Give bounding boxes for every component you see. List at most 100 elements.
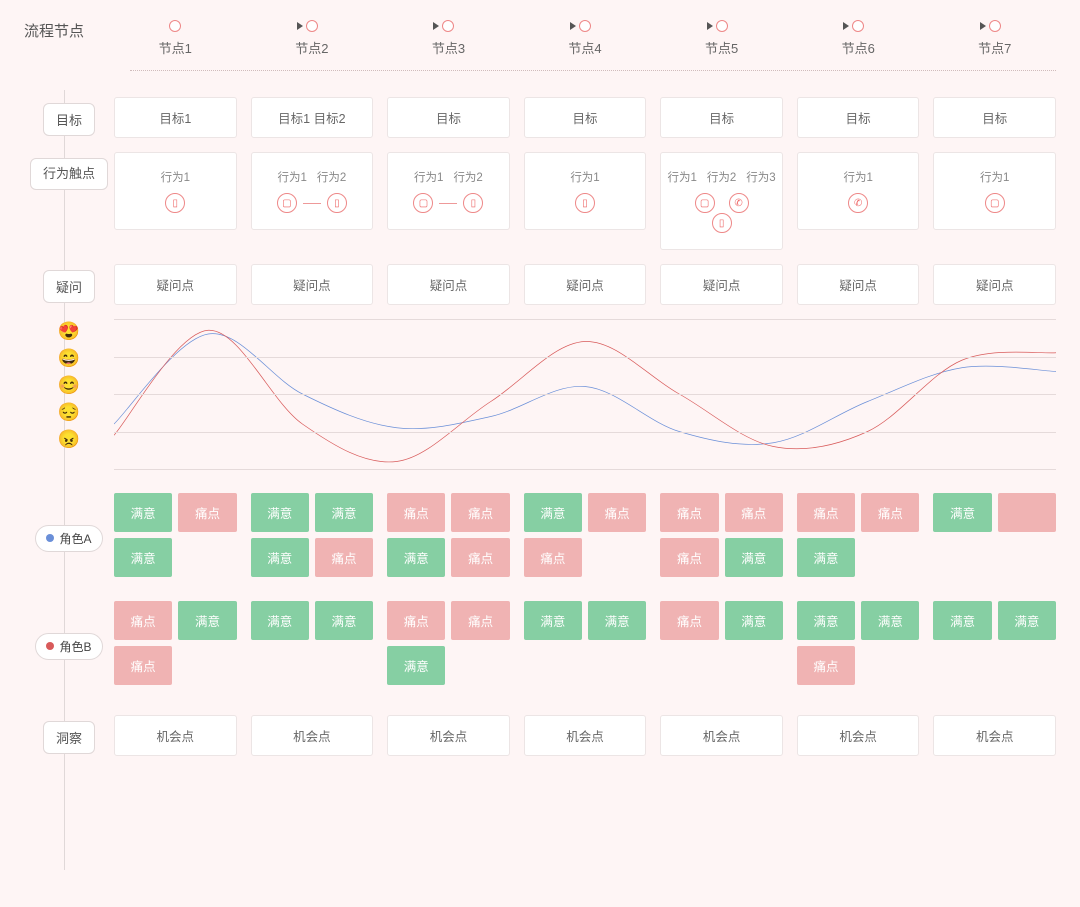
insight-row: 洞察 机会点机会点机会点机会点机会点机会点机会点: [24, 715, 1056, 756]
node-circle-icon: [716, 20, 728, 32]
role-a-label: 角色A: [59, 530, 91, 547]
blue-emotion-line: [114, 334, 1056, 445]
satisfy-tag: 满意: [114, 493, 172, 532]
pain-tag: 痛点: [114, 601, 172, 640]
card: 目标: [524, 97, 647, 138]
behavior-label: 行为1: [843, 169, 872, 185]
behavior-row: 行为触点 行为1 ▯ 行为1行为2 ▢▯ 行为1行为2 ▢▯ 行为1 ▯ 行为1…: [24, 152, 1056, 250]
node-marker: 节点5: [705, 20, 738, 57]
node-label: 节点1: [159, 38, 192, 57]
pain-tag: 痛点: [660, 493, 718, 532]
call-icon: ✆: [729, 193, 749, 213]
node-circle-icon: [442, 20, 454, 32]
behavior-label: 行为1: [277, 169, 306, 185]
card: 目标: [933, 97, 1056, 138]
pain-tag: 痛点: [387, 493, 445, 532]
card: 疑问点: [660, 264, 783, 305]
header-title: 流程节点: [24, 20, 84, 41]
role-a-pill: 角色A: [35, 525, 102, 552]
phone-icon: ▯: [712, 213, 732, 233]
card: 机会点: [524, 715, 647, 756]
card: 机会点: [251, 715, 374, 756]
grid-line: [114, 469, 1056, 470]
pain-tag: 痛点: [451, 538, 509, 577]
pain-tag: 痛点: [451, 601, 509, 640]
emotion-chart: 😍😄😊😔😠: [24, 319, 1056, 469]
question-row: 疑问 疑问点疑问点疑问点疑问点疑问点疑问点疑问点: [24, 264, 1056, 305]
node-marker: 节点6: [842, 20, 875, 57]
card: 疑问点: [251, 264, 374, 305]
satisfy-tag: 满意: [251, 538, 309, 577]
question-label: 疑问: [43, 270, 95, 303]
card: 目标1 目标2: [251, 97, 374, 138]
node-label: 节点4: [568, 38, 601, 57]
behavior-card: 行为1 ▯: [114, 152, 237, 230]
goal-label: 目标: [43, 103, 95, 136]
process-nodes-row: 流程节点 节点1 节点2 节点3 节点4 节点5 节点6 节点7: [24, 20, 1056, 57]
behavior-label: 行为2: [317, 169, 346, 185]
node-circle-icon: [306, 20, 318, 32]
goal-row: 目标 目标1目标1 目标2目标目标目标目标目标: [24, 97, 1056, 138]
behavior-label: 行为1: [414, 169, 443, 185]
behavior-label: 行为2: [453, 169, 482, 185]
pain-tag: 痛点: [588, 493, 646, 532]
pain-tag: 痛点: [797, 493, 855, 532]
node-circle-icon: [579, 20, 591, 32]
pain-tag: 痛点: [387, 601, 445, 640]
satisfy-tag: 满意: [725, 538, 783, 577]
grid-line: [114, 319, 1056, 320]
node-marker: 节点3: [432, 20, 465, 57]
satisfy-tag: 满意: [588, 601, 646, 640]
node-label: 节点3: [432, 38, 465, 57]
node-circle-icon: [989, 20, 1001, 32]
pain-tag: 痛点: [451, 493, 509, 532]
role-b-row: 角色B 痛点满意痛点满意满意痛点痛点满意满意满意痛点满意满意满意痛点满意满意: [24, 601, 1056, 685]
emotion-emoji: 😠: [58, 429, 80, 450]
card: 疑问点: [933, 264, 1056, 305]
grid-line: [114, 394, 1056, 395]
card: 疑问点: [797, 264, 920, 305]
node-dotted-line: [130, 70, 1056, 71]
card: 疑问点: [524, 264, 647, 305]
satisfy-tag: 满意: [114, 538, 172, 577]
connector-line: [439, 203, 457, 204]
card: 目标: [797, 97, 920, 138]
emotion-emoji: 😄: [58, 348, 80, 369]
node-label: 节点6: [842, 38, 875, 57]
pain-tag: 痛点: [797, 646, 855, 685]
behavior-label: 行为3: [746, 169, 775, 185]
desktop-icon: ▢: [985, 193, 1005, 213]
desktop-icon: ▢: [695, 193, 715, 213]
card: 机会点: [933, 715, 1056, 756]
node-marker: 节点1: [159, 20, 192, 57]
behavior-label: 行为1: [570, 169, 599, 185]
card: 机会点: [797, 715, 920, 756]
satisfy-tag: 满意: [178, 601, 236, 640]
call-icon: ✆: [848, 193, 868, 213]
behavior-label: 行为1: [980, 169, 1009, 185]
phone-icon: ▯: [327, 193, 347, 213]
satisfy-tag: 满意: [387, 538, 445, 577]
card: 疑问点: [114, 264, 237, 305]
phone-icon: ▯: [165, 193, 185, 213]
pain-tag: 痛点: [660, 538, 718, 577]
pain-tag: [998, 493, 1056, 532]
satisfy-tag: 满意: [998, 601, 1056, 640]
insight-label: 洞察: [43, 721, 95, 754]
behavior-card: 行为1行为2 ▢▯: [387, 152, 510, 230]
emotion-emoji: 😍: [58, 321, 80, 342]
phone-icon: ▯: [463, 193, 483, 213]
pain-tag: 痛点: [725, 493, 783, 532]
red-emotion-line: [114, 330, 1056, 462]
role-a-row: 角色A 满意痛点满意满意满意满意痛点痛点痛点满意痛点满意痛点痛点痛点痛点痛点满意…: [24, 493, 1056, 577]
pain-tag: 痛点: [315, 538, 373, 577]
card: 机会点: [660, 715, 783, 756]
pain-tag: 痛点: [178, 493, 236, 532]
behavior-card: 行为1行为2 ▢▯: [251, 152, 374, 230]
card: 目标1: [114, 97, 237, 138]
card: 目标: [660, 97, 783, 138]
behavior-card: 行为1 ▯: [524, 152, 647, 230]
node-label: 节点2: [295, 38, 328, 57]
node-circle-icon: [852, 20, 864, 32]
connector-line: [303, 203, 321, 204]
